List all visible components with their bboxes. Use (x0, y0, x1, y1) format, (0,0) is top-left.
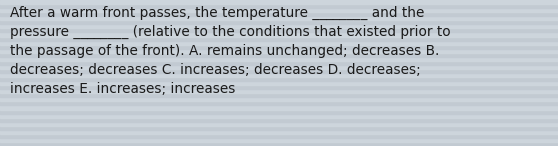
Bar (0, 20, 558, 24)
Bar (0, 122, 558, 126)
Bar (0, 61, 558, 65)
Bar (0, 16, 558, 20)
Bar (0, 89, 558, 93)
Bar (0, 110, 558, 114)
Bar (0, 81, 558, 85)
Bar (0, 142, 558, 146)
Bar (0, 138, 558, 142)
Bar (0, 41, 558, 45)
Text: After a warm front passes, the temperature ________ and the
pressure ________ (r: After a warm front passes, the temperatu… (10, 6, 451, 96)
Bar (0, 77, 558, 81)
Bar (0, 73, 558, 77)
Bar (0, 93, 558, 97)
Bar (0, 69, 558, 73)
Bar (0, 118, 558, 122)
Bar (0, 12, 558, 16)
Bar (0, 36, 558, 41)
Bar (0, 114, 558, 118)
Bar (0, 85, 558, 89)
Bar (0, 134, 558, 138)
Bar (0, 130, 558, 134)
Bar (0, 32, 558, 36)
Bar (0, 57, 558, 61)
Bar (0, 101, 558, 105)
Bar (0, 53, 558, 57)
Bar (0, 97, 558, 101)
Bar (0, 49, 558, 53)
Bar (0, 0, 558, 4)
Bar (0, 4, 558, 8)
Bar (0, 8, 558, 12)
Bar (0, 24, 558, 28)
Bar (0, 65, 558, 69)
Bar (0, 45, 558, 49)
Bar (0, 28, 558, 32)
Bar (0, 105, 558, 110)
Bar (0, 126, 558, 130)
